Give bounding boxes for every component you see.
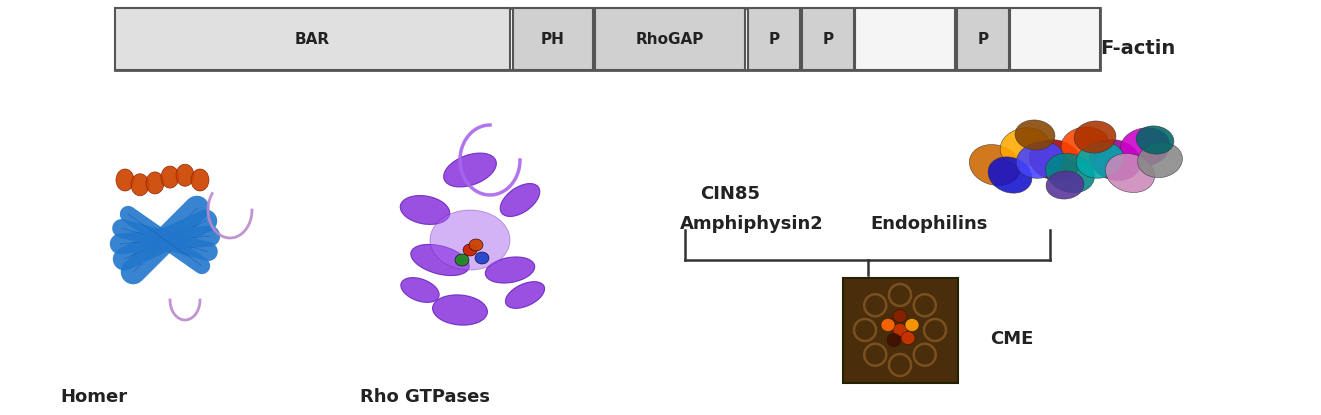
Ellipse shape bbox=[893, 324, 908, 337]
Ellipse shape bbox=[469, 239, 483, 251]
Ellipse shape bbox=[400, 278, 439, 303]
Ellipse shape bbox=[161, 166, 180, 188]
Bar bbox=[843, 278, 958, 383]
Ellipse shape bbox=[1015, 120, 1055, 150]
Ellipse shape bbox=[905, 318, 919, 332]
Ellipse shape bbox=[1016, 142, 1063, 178]
Bar bbox=[1011, 8, 1100, 70]
Ellipse shape bbox=[881, 318, 896, 332]
Ellipse shape bbox=[506, 282, 544, 308]
Bar bbox=[115, 8, 510, 70]
Ellipse shape bbox=[1106, 154, 1155, 193]
Ellipse shape bbox=[1029, 140, 1081, 180]
Bar bbox=[748, 8, 801, 70]
Ellipse shape bbox=[131, 174, 149, 196]
Bar bbox=[855, 8, 955, 70]
Bar bbox=[594, 8, 745, 70]
Text: CME: CME bbox=[989, 330, 1033, 348]
Ellipse shape bbox=[485, 257, 535, 283]
Ellipse shape bbox=[1000, 128, 1050, 166]
Ellipse shape bbox=[1046, 171, 1085, 199]
Ellipse shape bbox=[176, 164, 194, 186]
Ellipse shape bbox=[1077, 142, 1124, 178]
Ellipse shape bbox=[501, 183, 540, 217]
Ellipse shape bbox=[400, 195, 449, 225]
Ellipse shape bbox=[988, 157, 1032, 193]
Text: Homer: Homer bbox=[59, 388, 127, 406]
Text: Amphiphysin2: Amphiphysin2 bbox=[680, 215, 824, 233]
Ellipse shape bbox=[893, 310, 908, 322]
Ellipse shape bbox=[1061, 127, 1108, 163]
Text: PH: PH bbox=[542, 32, 565, 46]
Ellipse shape bbox=[431, 210, 510, 270]
Bar bbox=[802, 8, 853, 70]
Ellipse shape bbox=[1120, 128, 1170, 166]
Ellipse shape bbox=[411, 244, 469, 276]
Ellipse shape bbox=[1137, 142, 1182, 178]
Text: BAR: BAR bbox=[295, 32, 330, 46]
Ellipse shape bbox=[147, 172, 164, 194]
Ellipse shape bbox=[886, 334, 901, 347]
Text: CIN85: CIN85 bbox=[700, 185, 760, 203]
Ellipse shape bbox=[476, 252, 489, 264]
Ellipse shape bbox=[192, 169, 209, 191]
Text: P: P bbox=[978, 32, 988, 46]
Bar bbox=[956, 8, 1009, 70]
Ellipse shape bbox=[1136, 126, 1174, 154]
Text: F-actin: F-actin bbox=[1100, 39, 1176, 58]
Text: P: P bbox=[769, 32, 779, 46]
Ellipse shape bbox=[970, 144, 1021, 186]
Ellipse shape bbox=[901, 332, 915, 344]
Ellipse shape bbox=[444, 153, 497, 187]
Ellipse shape bbox=[116, 169, 133, 191]
Ellipse shape bbox=[432, 295, 487, 325]
Bar bbox=[115, 8, 1100, 70]
Ellipse shape bbox=[1090, 139, 1140, 181]
Text: RhoGAP: RhoGAP bbox=[635, 32, 704, 46]
Ellipse shape bbox=[462, 244, 477, 256]
Text: Endophilins: Endophilins bbox=[871, 215, 987, 233]
Ellipse shape bbox=[1074, 121, 1116, 153]
Bar bbox=[513, 8, 593, 70]
Text: P: P bbox=[823, 32, 834, 46]
Text: Rho GTPases: Rho GTPases bbox=[361, 388, 490, 406]
Ellipse shape bbox=[454, 254, 469, 266]
Ellipse shape bbox=[1045, 154, 1095, 193]
